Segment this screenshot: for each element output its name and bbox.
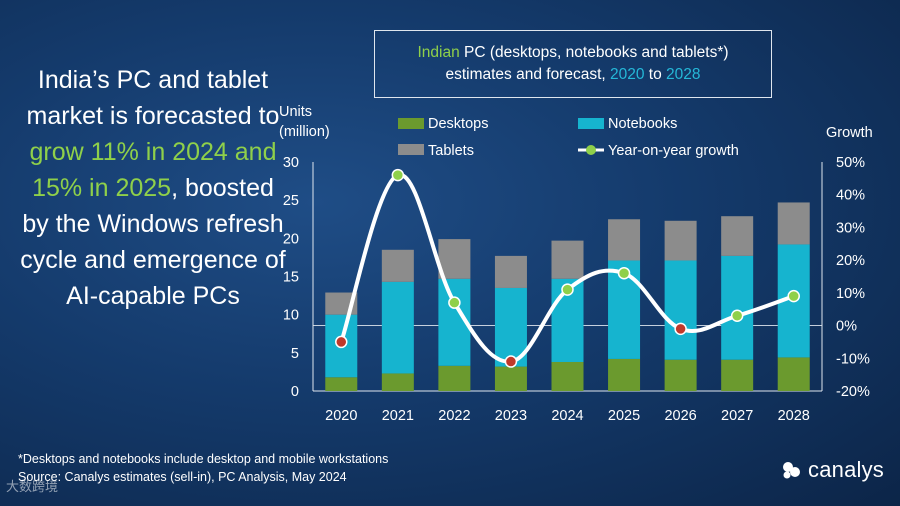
- growth-point: [391, 168, 405, 182]
- watermark: 大数跨境: [6, 476, 58, 495]
- brand-name: canalys: [808, 457, 884, 482]
- bar-tablets: [608, 219, 641, 261]
- bar-desktops: [664, 359, 697, 391]
- y2-tick-label: 40%: [836, 188, 865, 204]
- y2-tick-label: 50%: [836, 155, 865, 171]
- growth-point: [730, 309, 744, 323]
- y2-axis-label: Growth: [826, 125, 873, 141]
- axes: 051015202530-20%-10%0%10%20%30%40%50%202…: [283, 155, 870, 424]
- bar-notebooks: [664, 260, 697, 360]
- bar-tablets: [777, 202, 810, 245]
- chart-title-line2: estimates and forecast, 2020 to 2028: [375, 64, 771, 86]
- x-tick-label: 2021: [382, 408, 414, 424]
- y2-tick-label: 30%: [836, 220, 865, 236]
- brand-logo: canalys: [780, 457, 884, 483]
- title-line2-prefix: estimates and forecast,: [445, 66, 611, 83]
- y-tick-label: 10: [283, 308, 299, 324]
- legend: Desktops Notebooks Tablets Year-on-year …: [398, 116, 739, 159]
- x-tick-label: 2026: [664, 408, 696, 424]
- growth-point: [561, 283, 574, 296]
- bar-notebooks: [381, 281, 414, 374]
- bar-tablets: [381, 249, 414, 282]
- y-axis-label-line2: (million): [279, 124, 330, 140]
- legend-label-tablets: Tablets: [428, 143, 474, 159]
- x-tick-label: 2022: [438, 408, 470, 424]
- legend-swatch-notebooks: [578, 118, 604, 129]
- headline-highlight: grow 11% in 2024 and 15% in 2025: [29, 138, 277, 202]
- bar-desktops: [777, 357, 810, 391]
- growth-point: [787, 289, 800, 303]
- headline-text-1: India’s PC and tablet market is forecast…: [26, 66, 280, 130]
- bar-tablets: [721, 216, 754, 256]
- x-tick-label: 2028: [778, 408, 810, 424]
- bar-desktops: [608, 358, 641, 391]
- y-tick-label: 20: [283, 231, 299, 247]
- title-to-word: to: [644, 66, 667, 83]
- headline: India’s PC and tablet market is forecast…: [18, 62, 288, 314]
- title-start-year: 2020: [610, 66, 645, 83]
- bar-desktops: [494, 366, 527, 391]
- x-tick-label: 2027: [721, 408, 753, 424]
- footnote-source: Source: Canalys estimates (sell-in), PC …: [18, 470, 347, 484]
- y-tick-label: 15: [283, 270, 299, 286]
- footnote-note: *Desktops and notebooks include desktop …: [18, 452, 389, 466]
- y2-tick-label: 10%: [836, 286, 865, 302]
- bar-desktops: [381, 373, 414, 391]
- bar-desktops: [551, 361, 584, 391]
- bar-tablets: [551, 240, 584, 279]
- x-tick-label: 2023: [495, 408, 527, 424]
- bar-tablets: [494, 255, 527, 288]
- legend-marker-growth: [586, 145, 596, 155]
- bar-desktops: [325, 377, 358, 391]
- y-tick-label: 0: [291, 384, 299, 400]
- growth-point: [504, 355, 518, 368]
- x-tick-label: 2024: [551, 408, 583, 424]
- growth-point: [335, 335, 348, 349]
- bars: [325, 202, 810, 391]
- legend-swatch-desktops: [398, 118, 424, 129]
- growth-point: [617, 266, 631, 280]
- bar-notebooks: [721, 255, 754, 360]
- y2-tick-label: -10%: [836, 351, 870, 367]
- canalys-logo-icon: [783, 462, 800, 479]
- bar-desktops: [721, 359, 754, 391]
- x-tick-label: 2020: [325, 408, 357, 424]
- footnotes: *Desktops and notebooks include desktop …: [18, 450, 388, 486]
- title-line1-rest: PC (desktops, notebooks and tablets*): [459, 44, 729, 61]
- legend-label-growth: Year-on-year growth: [608, 143, 739, 159]
- title-country: Indian: [417, 44, 460, 61]
- legend-label-notebooks: Notebooks: [608, 116, 677, 132]
- bar-tablets: [664, 220, 697, 261]
- growth-point: [448, 296, 461, 309]
- x-tick-label: 2025: [608, 408, 640, 424]
- chart-title-line1: Indian PC (desktops, notebooks and table…: [375, 42, 771, 64]
- y2-tick-label: -20%: [836, 384, 870, 400]
- bar-tablets: [438, 239, 471, 279]
- y2-tick-label: 20%: [836, 253, 865, 269]
- growth-line: [335, 168, 800, 368]
- chart-title-box: Indian PC (desktops, notebooks and table…: [374, 30, 772, 98]
- y-tick-label: 30: [283, 155, 299, 171]
- legend-swatch-tablets: [398, 144, 424, 155]
- title-end-year: 2028: [666, 66, 701, 83]
- watermark-text: 大数跨境: [6, 479, 59, 494]
- y2-tick-label: 0%: [836, 319, 857, 335]
- bar-desktops: [438, 365, 471, 391]
- legend-label-desktops: Desktops: [428, 116, 488, 132]
- headline-text-2: , boosted by the Windows refresh cycle a…: [20, 174, 286, 310]
- growth-point: [674, 322, 687, 336]
- y-tick-label: 25: [283, 193, 299, 209]
- y-tick-label: 5: [291, 346, 299, 362]
- y-axis-label-line1: Units: [279, 104, 312, 120]
